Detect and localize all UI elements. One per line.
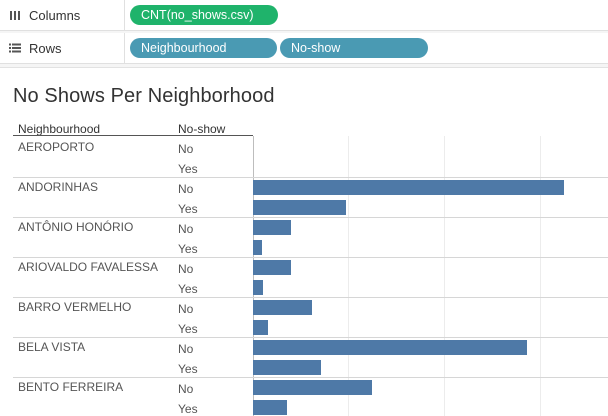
noshow-label[interactable]: No [178, 142, 194, 156]
bar-bela-vista-no[interactable] [253, 340, 527, 355]
row-separator [13, 217, 608, 218]
gridline [444, 136, 445, 416]
rows-shelf[interactable]: Rows Neighbourhood No-show [0, 33, 608, 64]
sheet-title: No Shows Per Neighborhood [13, 85, 275, 107]
gridline [540, 136, 541, 416]
noshow-label[interactable]: No [178, 262, 194, 276]
neighbourhood-label[interactable]: ARIOVALDO FAVALESSA [18, 260, 159, 274]
bar-andorinhas-no[interactable] [253, 180, 564, 195]
header-neighbourhood: Neighbourhood [18, 122, 101, 136]
bar-bento-ferreira-no[interactable] [253, 380, 372, 395]
bar-ariovaldo-favalessa-yes[interactable] [253, 280, 263, 295]
noshow-label[interactable]: Yes [178, 242, 198, 256]
bar-bento-ferreira-yes[interactable] [253, 400, 287, 415]
rows-label-text: Rows [29, 40, 62, 56]
gridline [348, 136, 349, 416]
noshow-label[interactable]: No [178, 382, 194, 396]
bar-ariovaldo-favalessa-no[interactable] [253, 260, 291, 275]
bar-andorinhas-yes[interactable] [253, 200, 346, 215]
noshow-label[interactable]: No [178, 302, 194, 316]
neighbourhood-label[interactable]: BENTO FERREIRA [18, 380, 124, 394]
row-separator [13, 257, 608, 258]
rows-shelf-label: Rows [0, 33, 125, 63]
noshow-label[interactable]: Yes [178, 282, 198, 296]
columns-label-text: Columns [29, 7, 81, 23]
columns-icon [10, 11, 20, 20]
worksheet-view[interactable]: No Shows Per Neighborhood Neighbourhood … [0, 67, 608, 416]
header-underline [13, 135, 253, 136]
row-separator [13, 177, 608, 178]
row-separator [13, 377, 608, 378]
noshow-label[interactable]: No [178, 182, 194, 196]
row-separator [13, 297, 608, 298]
rows-icon [9, 43, 21, 53]
neighbourhood-label[interactable]: ANTÔNIO HONÓRIO [18, 220, 134, 234]
neighbourhood-label[interactable]: AEROPORTO [18, 140, 95, 154]
header-no-show: No-show [178, 122, 226, 136]
neighbourhood-label[interactable]: BARRO VERMELHO [18, 300, 132, 314]
neighbourhood-label[interactable]: ANDORINHAS [18, 180, 99, 194]
columns-shelf-label: Columns [0, 0, 125, 30]
bar-ant-nio-hon-rio-yes[interactable] [253, 240, 262, 255]
noshow-label[interactable]: No [178, 342, 194, 356]
pill-neighbourhood[interactable]: Neighbourhood [130, 38, 277, 58]
pill-no-show[interactable]: No-show [280, 38, 428, 58]
noshow-label[interactable]: No [178, 222, 194, 236]
bar-barro-vermelho-yes[interactable] [253, 320, 268, 335]
noshow-label[interactable]: Yes [178, 322, 198, 336]
noshow-label[interactable]: Yes [178, 402, 198, 416]
pill-cnt-no-shows[interactable]: CNT(no_shows.csv) [130, 5, 278, 25]
noshow-label[interactable]: Yes [178, 202, 198, 216]
row-separator [13, 337, 608, 338]
bar-ant-nio-hon-rio-no[interactable] [253, 220, 291, 235]
noshow-label[interactable]: Yes [178, 162, 198, 176]
columns-shelf[interactable]: Columns CNT(no_shows.csv) [0, 0, 608, 31]
zero-axis-line [253, 136, 254, 416]
bar-barro-vermelho-no[interactable] [253, 300, 312, 315]
noshow-label[interactable]: Yes [178, 362, 198, 376]
neighbourhood-label[interactable]: BELA VISTA [18, 340, 86, 354]
bar-bela-vista-yes[interactable] [253, 360, 321, 375]
